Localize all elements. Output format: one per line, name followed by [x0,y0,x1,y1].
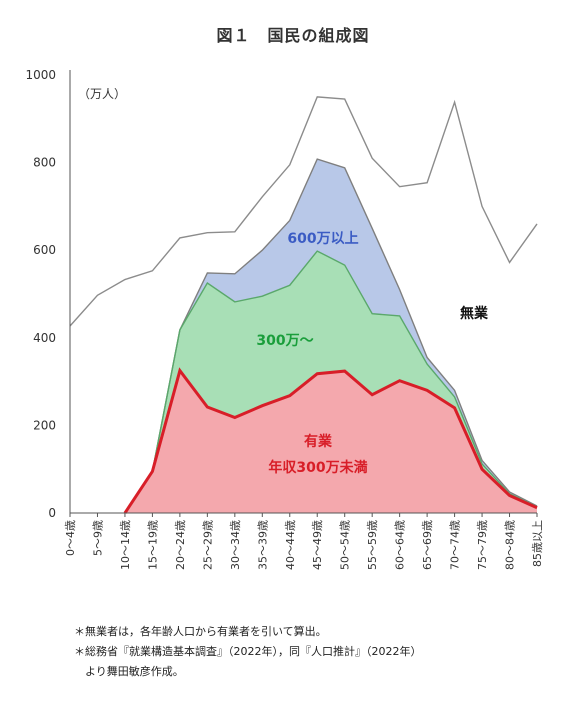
x-tick-label: 45～49歳 [311,520,324,570]
x-tick-label: 85歳以上 [531,520,544,567]
footnote-2: ＊総務省『就業構造基本調査』（2022年），同『人口推計』（2022年） [74,645,422,658]
x-tick-label: 15～19歳 [146,520,159,570]
x-tick-label: 40～44歳 [284,520,297,570]
line-有業 [123,367,538,514]
x-tick-label: 5～9歳 [91,520,104,556]
x-tick-label: 70～74歳 [449,520,462,570]
series-label-employed: 有業 [304,433,333,450]
x-tick-label: 50～54歳 [339,520,352,570]
line-無業 [69,96,538,327]
line-600万以上 [124,158,538,514]
footnote-3: より舞田敏彦作成。 [74,665,184,678]
x-tick-label: 20～24歳 [174,520,187,570]
y-tick-label: 1000 [25,68,56,82]
x-tick-label: 55～59歳 [366,520,379,570]
x-tick-label: 65～69歳 [421,520,434,570]
footnotes: ＊無業者は，各年齢人口から有業者を引いて算出。 ＊総務省『就業構造基本調査』（2… [74,622,574,682]
x-tick-label: 25～29歳 [201,520,214,570]
chart-title: 図１ 国民の組成図 [216,26,370,45]
line-300万～ [124,250,538,514]
y-tick-label: 400 [33,331,56,345]
series-label-300: 300万～ [256,333,313,349]
x-tick-label: 0～4歳 [64,520,77,556]
series-label-600: 600万以上 [287,231,358,247]
series-label-unemployed: 無業 [460,305,489,322]
y-tick-label: 0 [48,506,56,520]
x-tick-label: 75～79歳 [476,520,489,570]
x-tick-label: 80～84歳 [504,520,517,570]
x-tick-label: 35～39歳 [256,520,269,570]
x-tick-label: 30～34歳 [229,520,242,570]
y-tick-label: 200 [33,418,56,432]
x-tick-label: 10～14歳 [119,520,132,570]
series-label-under300: 年収300万未満 [268,459,367,476]
y-tick-label: 600 [33,243,56,257]
y-unit-label: （万人） [78,87,126,101]
area-有業 [124,370,538,513]
footnote-1: ＊無業者は，各年齢人口から有業者を引いて算出。 [74,625,327,638]
x-tick-label: 60～64歳 [394,520,407,570]
y-tick-label: 800 [33,156,56,170]
